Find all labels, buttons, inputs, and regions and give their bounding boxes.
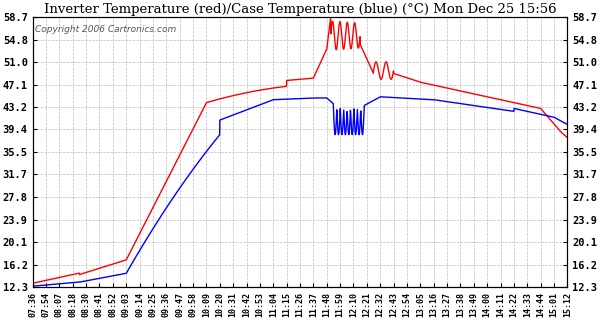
Text: Copyright 2006 Cartronics.com: Copyright 2006 Cartronics.com	[35, 25, 176, 34]
Title: Inverter Temperature (red)/Case Temperature (blue) (°C) Mon Dec 25 15:56: Inverter Temperature (red)/Case Temperat…	[44, 3, 556, 16]
